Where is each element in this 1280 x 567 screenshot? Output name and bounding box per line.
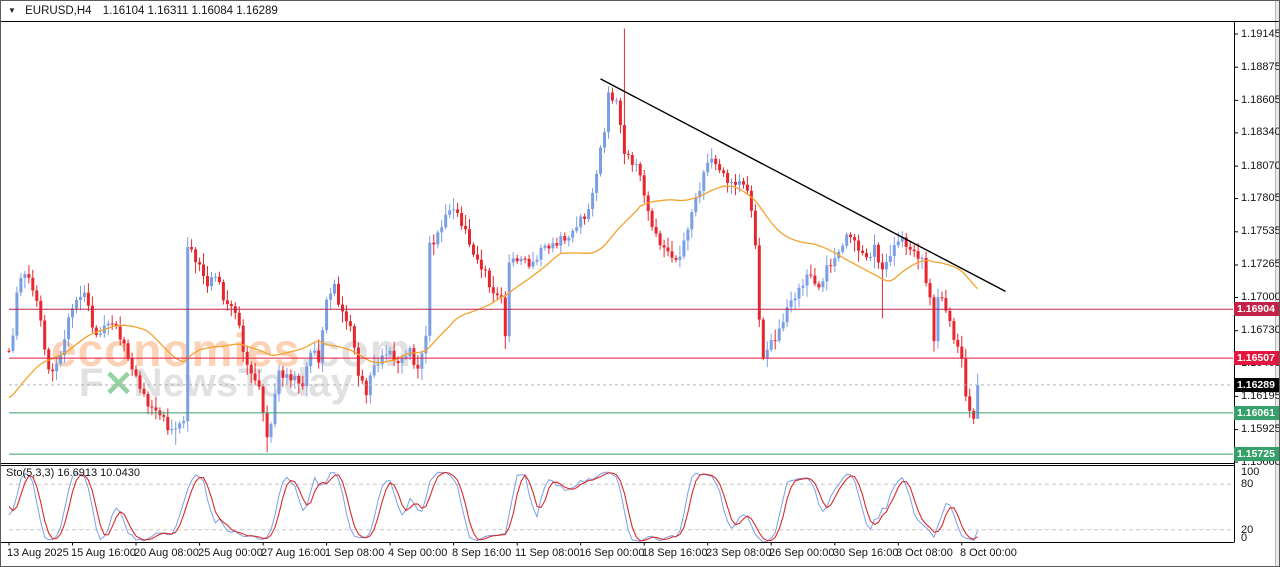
time-tick-label: 16 Sep 00:00 — [579, 547, 645, 559]
time-tick-label: 30 Sep 16:00 — [833, 547, 899, 559]
price-tick-label: 1.18875 — [1241, 61, 1280, 73]
chart-frame — [1, 21, 1279, 546]
sto-scale-label: 100 — [1241, 466, 1260, 478]
price-badge: 1.16507 — [1234, 351, 1279, 365]
price-tick-label: 1.17265 — [1241, 258, 1280, 270]
price-tick-label: 1.18605 — [1241, 94, 1280, 106]
sto-scale-label: 20 — [1241, 524, 1254, 536]
sto-scale-label: 0 — [1241, 532, 1248, 544]
price-badge: 1.16904 — [1234, 302, 1279, 316]
time-tick-label: 15 Aug 16:00 — [71, 547, 136, 559]
time-tick-label: 1 Sep 08:00 — [325, 547, 385, 559]
ohlc-values: 1.16104 1.16311 1.16084 1.16289 — [102, 5, 278, 17]
stochastic-signal-line[interactable] — [8, 471, 978, 542]
time-tick-label: 27 Aug 16:00 — [261, 547, 326, 559]
price-tick-label: 1.17805 — [1241, 192, 1280, 204]
time-tick-label: 18 Sep 16:00 — [642, 547, 708, 559]
chart-header: ▼ EURUSD,H4 1.16104 1.16311 1.16084 1.16… — [8, 5, 278, 17]
time-tick-label: 23 Sep 08:00 — [706, 547, 772, 559]
price-tick-label: 1.15925 — [1241, 423, 1280, 435]
price-tick-label: 1.17000 — [1241, 291, 1280, 303]
price-badge: 1.16061 — [1234, 406, 1279, 420]
descending-trendline[interactable] — [600, 78, 1006, 293]
time-tick-label: 26 Sep 00:00 — [769, 547, 835, 559]
price-badge: 1.16289 — [1234, 378, 1279, 392]
sto-scale-label: 80 — [1241, 478, 1254, 490]
time-tick-label: 8 Oct 00:00 — [960, 547, 1017, 559]
price-tick-label: 1.16195 — [1241, 390, 1280, 402]
time-tick-label: 3 Oct 08:00 — [896, 547, 953, 559]
time-tick-label: 11 Sep 08:00 — [515, 547, 580, 559]
time-tick-label: 8 Sep 16:00 — [452, 547, 512, 559]
price-tick-label: 1.18070 — [1241, 160, 1280, 172]
indicator-label: Sto(5,3,3) 16.6913 10.0430 — [6, 467, 140, 479]
time-tick-label: 4 Sep 00:00 — [388, 547, 448, 559]
candles-layer — [7, 28, 980, 453]
symbol-timeframe-label: EURUSD,H4 — [25, 5, 92, 17]
time-tick-label: 20 Aug 08:00 — [134, 547, 199, 559]
symbol-dropdown-icon[interactable]: ▼ — [8, 6, 16, 15]
time-tick-label: 13 Aug 2025 — [7, 547, 69, 559]
price-tick-label: 1.18340 — [1241, 126, 1280, 138]
stochastic-main-line[interactable] — [8, 471, 979, 543]
price-tick-label: 1.17535 — [1241, 225, 1280, 237]
price-badge: 1.15725 — [1234, 447, 1279, 461]
moving-average-line[interactable] — [8, 185, 979, 399]
time-tick-label: 25 Aug 00:00 — [198, 547, 263, 559]
price-tick-label: 1.16730 — [1241, 324, 1280, 336]
price-tick-label: 1.19145 — [1241, 28, 1280, 40]
